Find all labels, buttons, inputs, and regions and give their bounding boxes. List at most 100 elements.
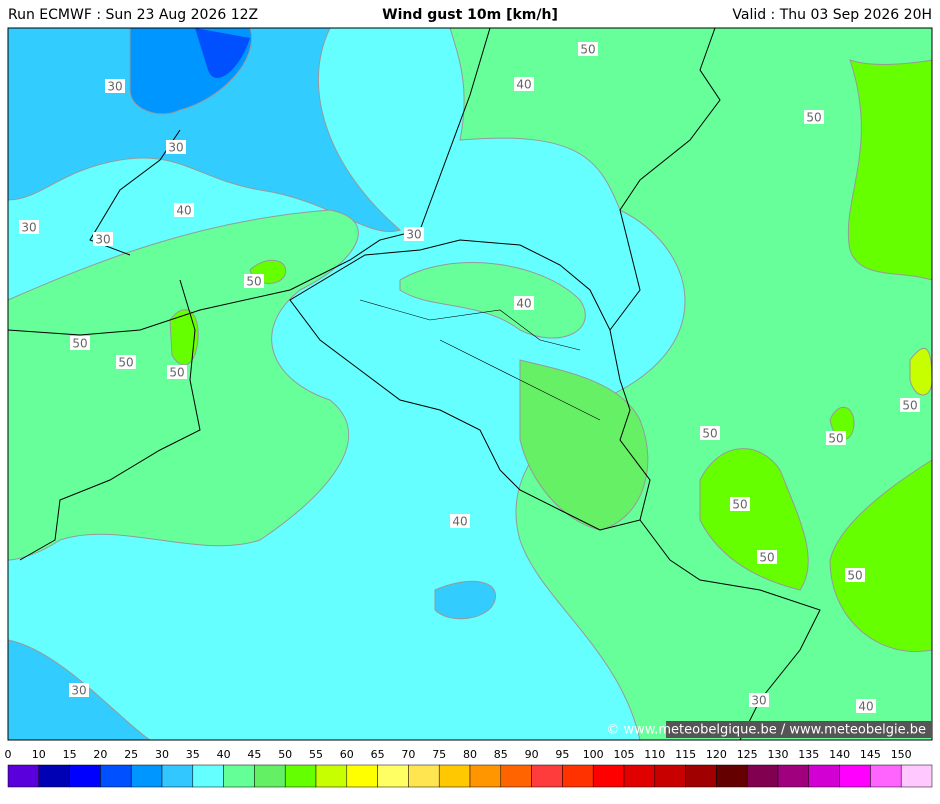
legend-swatch [592,764,625,788]
map-title: Wind gust 10m [km/h] [382,7,558,23]
contour-label-bg [105,79,125,93]
legend-swatch [654,764,686,788]
legend-label: 130 [768,748,789,761]
legend-swatch [38,764,70,788]
contour-label: 30 [107,80,122,94]
legend-label: 95 [555,748,569,761]
field-lime [829,459,933,652]
contour-label: 40 [516,78,531,92]
legend-swatch [562,764,594,788]
contour-label: 30 [406,228,421,242]
legend-swatch [685,764,717,788]
contour-label-bg [900,398,920,412]
legend-swatch [438,764,471,788]
legend-swatch [130,764,163,788]
contour-label: 40 [516,297,531,311]
contour-label: 40 [452,515,467,529]
country-border [639,519,821,741]
legend-label: 60 [340,748,354,761]
contour-label: 50 [759,551,774,565]
contour-label-bg [167,365,187,379]
legend-label: 25 [124,748,138,761]
legend-label: 150 [891,748,912,761]
contour-labels: 30 30 30 30 40 50 50 50 50 30 40 50 50 40 50 50 50 50 50 50… [19,42,920,714]
legend-swatch [716,764,748,788]
field-light-blue [434,580,496,620]
contour-label-bg [93,232,113,246]
legend-label: 20 [93,748,107,761]
legend-label: 30 [155,748,169,761]
field-green [399,262,586,339]
contour-label: 50 [72,337,87,351]
legend-swatch [531,764,563,788]
contour-label-bg [856,699,876,713]
legend-swatch [900,764,933,788]
contour-label: 30 [71,684,86,698]
contour-label-bg [757,550,777,564]
contour-label-bg [826,431,846,445]
legend-label: 120 [706,748,727,761]
country-border [609,27,721,331]
contour-label-bg [244,274,264,288]
coastline [7,27,491,336]
contour-label-bg [166,140,186,154]
contour-label: 30 [21,221,36,235]
field-green-2 [519,359,649,531]
legend-label: 40 [217,748,231,761]
legend-label: 70 [401,748,415,761]
contour-label-bg [514,77,534,91]
legend-swatch [623,764,656,788]
contour-label-bg [69,683,89,697]
field-lime [699,448,809,591]
legend-label: 135 [798,748,819,761]
legend-swatch [500,764,532,788]
contour-label: 50 [118,356,133,370]
contour-label: 40 [176,204,191,218]
contour-label: 30 [95,233,110,247]
legend-label: 125 [737,748,758,761]
map-frame [7,27,933,741]
legend-label: 0 [5,748,12,761]
legend-swatch [777,764,810,788]
legend-swatch [69,764,101,788]
field-dark-blue [195,28,250,79]
legend-label: 80 [463,748,477,761]
field-lime [169,309,199,366]
contour-label-bg [174,203,194,217]
contour-label: 50 [847,569,862,583]
contour-label: 30 [168,141,183,155]
region-border [359,299,601,421]
legend-label: 85 [494,748,508,761]
contour-label: 50 [580,43,595,57]
legend-swatch [377,764,409,788]
contour-label-bg [700,426,720,440]
contour-label-bg [804,110,824,124]
legend-label: 65 [371,748,385,761]
contour-label-bg [450,514,470,528]
legend-swatch [408,764,440,788]
contour-label-bg [749,693,769,707]
legend-label: 35 [186,748,200,761]
contour-label: 30 [751,694,766,708]
coastline [19,279,201,561]
legend-swatch [808,764,840,788]
contour-label-bg [70,336,90,350]
field-green [449,27,933,741]
copyright-box [666,721,932,738]
field-lime [847,59,933,281]
legend-label: 100 [583,748,604,761]
legend-swatch [469,764,502,788]
contour-label-bg [19,220,39,234]
legend-label: 10 [32,748,46,761]
legend-label: 75 [432,748,446,761]
field-green [7,209,359,561]
legend-label: 50 [278,748,292,761]
contour-label: 50 [246,275,261,289]
contour-label-bg [404,227,424,241]
legend-label: 140 [829,748,850,761]
legend-label: 15 [63,748,77,761]
legend-swatch [100,764,132,788]
contour-label-bg [116,355,136,369]
